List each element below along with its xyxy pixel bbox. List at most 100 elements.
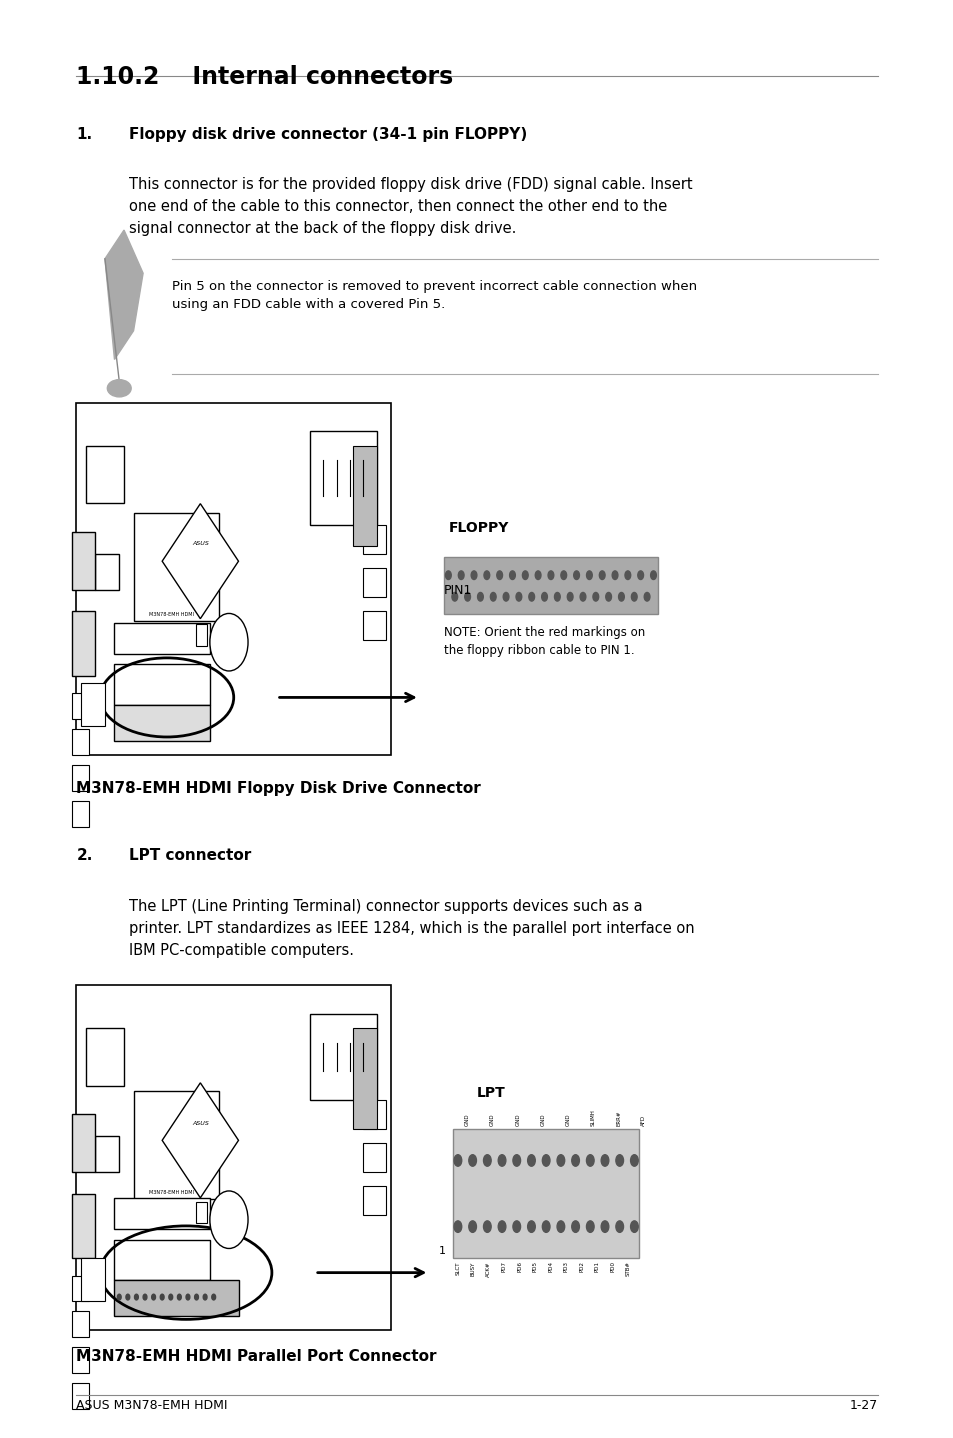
Text: BUSY: BUSY (471, 1261, 476, 1276)
Text: PIN1: PIN1 (443, 584, 472, 597)
FancyArrowPatch shape (279, 693, 414, 702)
Circle shape (464, 592, 470, 601)
Circle shape (212, 1294, 215, 1300)
Circle shape (522, 571, 528, 580)
Bar (71, 1194, 95, 1258)
FancyBboxPatch shape (76, 985, 391, 1330)
Circle shape (541, 1155, 549, 1166)
Circle shape (554, 592, 559, 601)
Circle shape (194, 1294, 198, 1300)
Text: 1.10.2    Internal connectors: 1.10.2 Internal connectors (76, 65, 453, 89)
Circle shape (210, 614, 248, 672)
Polygon shape (105, 230, 143, 360)
Bar (71, 801, 89, 827)
FancyBboxPatch shape (453, 1129, 639, 1258)
Bar (195, 624, 207, 646)
Bar (71, 1114, 95, 1172)
Bar (195, 1202, 207, 1224)
Bar (362, 1143, 386, 1172)
FancyBboxPatch shape (76, 403, 391, 755)
Bar (362, 525, 386, 554)
Bar (114, 664, 210, 705)
Circle shape (618, 592, 623, 601)
Circle shape (143, 1294, 147, 1300)
Text: 2.: 2. (76, 848, 92, 863)
Circle shape (497, 1221, 505, 1232)
Circle shape (497, 571, 502, 580)
Text: GND: GND (515, 1113, 519, 1126)
Circle shape (497, 1155, 505, 1166)
Text: Floppy disk drive connector (34-1 pin FLOPPY): Floppy disk drive connector (34-1 pin FL… (129, 127, 526, 141)
Text: LPT connector: LPT connector (129, 848, 251, 863)
Text: PD6: PD6 (517, 1261, 522, 1273)
Circle shape (547, 571, 553, 580)
Bar (71, 693, 89, 719)
Circle shape (593, 592, 598, 601)
Circle shape (134, 1294, 138, 1300)
Polygon shape (162, 1083, 238, 1198)
Text: SLIMH: SLIMH (591, 1109, 596, 1126)
Circle shape (631, 592, 637, 601)
Circle shape (186, 1294, 190, 1300)
Circle shape (203, 1294, 207, 1300)
Circle shape (630, 1155, 638, 1166)
Circle shape (528, 592, 534, 601)
Circle shape (152, 1294, 155, 1300)
Circle shape (643, 592, 649, 601)
Circle shape (445, 571, 451, 580)
Bar (114, 1240, 210, 1280)
Circle shape (541, 592, 547, 601)
Circle shape (452, 592, 457, 601)
Bar (71, 1276, 89, 1301)
FancyBboxPatch shape (443, 557, 658, 614)
Circle shape (527, 1221, 535, 1232)
Circle shape (600, 1155, 608, 1166)
Circle shape (457, 571, 463, 580)
Circle shape (605, 592, 611, 601)
Text: The LPT (Line Printing Terminal) connector supports devices such as a
printer. L: The LPT (Line Printing Terminal) connect… (129, 899, 694, 958)
Circle shape (454, 1221, 461, 1232)
Circle shape (477, 592, 483, 601)
Bar (362, 611, 386, 640)
Bar (71, 729, 89, 755)
Circle shape (126, 1294, 130, 1300)
Text: This connector is for the provided floppy disk drive (FDD) signal cable. Insert
: This connector is for the provided flopp… (129, 177, 692, 236)
Circle shape (586, 1155, 594, 1166)
Bar (310, 1014, 376, 1100)
Text: M3N78-EMH HDMI: M3N78-EMH HDMI (149, 1189, 194, 1195)
Text: M3N78-EMH HDMI Floppy Disk Drive Connector: M3N78-EMH HDMI Floppy Disk Drive Connect… (76, 781, 480, 795)
Text: GND: GND (464, 1113, 470, 1126)
Circle shape (527, 1155, 535, 1166)
Circle shape (117, 1294, 121, 1300)
Bar (310, 431, 376, 525)
Text: M3N78-EMH HDMI Parallel Port Connector: M3N78-EMH HDMI Parallel Port Connector (76, 1349, 436, 1363)
Circle shape (624, 571, 630, 580)
Text: 1.: 1. (76, 127, 92, 141)
Circle shape (160, 1294, 164, 1300)
Circle shape (616, 1155, 623, 1166)
Circle shape (573, 571, 578, 580)
Bar (71, 1311, 89, 1337)
Text: STB#: STB# (625, 1261, 630, 1276)
Circle shape (598, 571, 604, 580)
Text: M3N78-EMH HDMI: M3N78-EMH HDMI (149, 611, 194, 617)
Circle shape (557, 1155, 564, 1166)
Bar (71, 1347, 89, 1373)
Circle shape (169, 1294, 172, 1300)
Bar (71, 1383, 89, 1409)
Circle shape (454, 1155, 461, 1166)
Text: ASUS: ASUS (192, 541, 209, 546)
Circle shape (571, 1155, 578, 1166)
Circle shape (560, 571, 566, 580)
Text: PD4: PD4 (548, 1261, 553, 1273)
Circle shape (177, 1294, 181, 1300)
Text: GND: GND (490, 1113, 495, 1126)
Text: GND: GND (565, 1113, 570, 1126)
Bar (353, 1028, 376, 1129)
Circle shape (571, 1221, 578, 1232)
Bar (133, 1091, 219, 1199)
Text: ERR#: ERR# (616, 1110, 620, 1126)
Circle shape (586, 1221, 594, 1232)
Text: SLCT: SLCT (455, 1261, 460, 1274)
Circle shape (468, 1221, 476, 1232)
